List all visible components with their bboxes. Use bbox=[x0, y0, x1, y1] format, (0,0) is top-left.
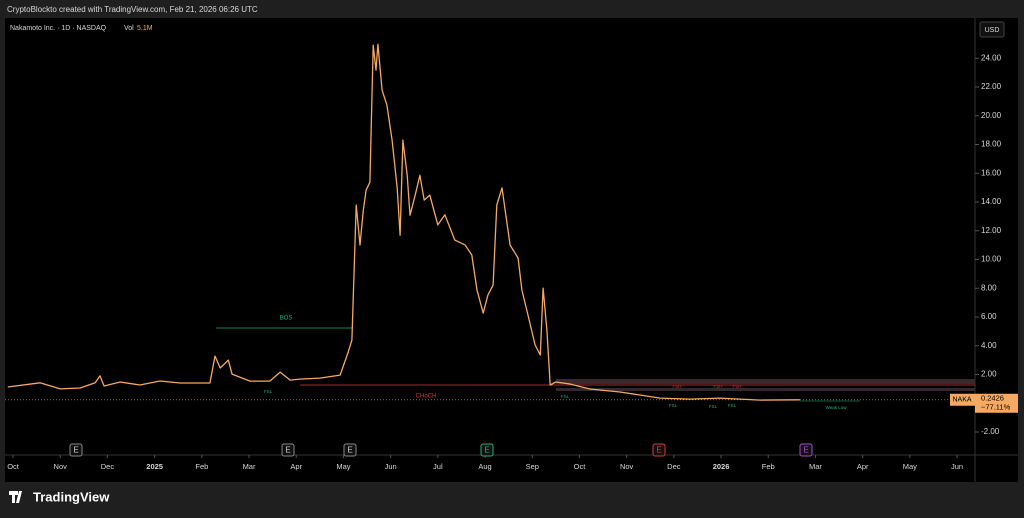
currency-box[interactable] bbox=[979, 21, 1005, 38]
event-label: E bbox=[285, 446, 290, 455]
brand-logo bbox=[9, 491, 22, 503]
y-tick-label: 2.00 bbox=[981, 370, 997, 379]
price-label-symbol: NAKA bbox=[952, 397, 971, 404]
price-label-change: −77.11% bbox=[981, 403, 1011, 412]
event-marker bbox=[652, 443, 666, 457]
y-tick-label: 24.00 bbox=[981, 53, 1002, 62]
x-tick-label: Mar bbox=[243, 462, 256, 471]
volume-label: Vol bbox=[124, 25, 134, 32]
event-marker bbox=[480, 443, 494, 457]
x-tick-label: Mar bbox=[809, 462, 822, 471]
chart-panel bbox=[5, 18, 1018, 482]
annotation: CHoCH bbox=[416, 394, 437, 400]
y-tick-label: 18.00 bbox=[981, 140, 1002, 149]
annotation: FSL bbox=[264, 389, 273, 394]
y-tick-label: 8.00 bbox=[981, 283, 997, 292]
x-tick-label: Feb bbox=[195, 462, 208, 471]
annotation: FSL bbox=[669, 403, 678, 408]
event-marker bbox=[343, 443, 357, 457]
event-marker bbox=[799, 443, 813, 457]
x-tick-label: Oct bbox=[7, 462, 20, 471]
event-label: E bbox=[803, 446, 808, 455]
x-tick-label: Jun bbox=[951, 462, 963, 471]
x-tick-label: 2025 bbox=[146, 462, 163, 471]
legend-name: Nakamoto Inc. · 1D · NASDAQ bbox=[10, 25, 107, 32]
event-marker bbox=[69, 443, 83, 457]
y-tick-label: 6.00 bbox=[981, 312, 997, 321]
x-tick-label: Apr bbox=[857, 462, 869, 471]
x-tick-label: Feb bbox=[762, 462, 775, 471]
price-label-value: 0.2426 bbox=[981, 394, 1004, 403]
price-label-symbol-bg bbox=[950, 393, 975, 406]
x-tick-label: Jun bbox=[385, 462, 397, 471]
annotation: FSH bbox=[714, 384, 723, 389]
x-tick-label: Apr bbox=[290, 462, 302, 471]
header: CryptoBlockto created with TradingView.c… bbox=[7, 5, 258, 14]
annotation: FSL bbox=[728, 403, 737, 408]
volume-value: 5.1M bbox=[137, 25, 153, 32]
x-tick-label: Jul bbox=[433, 462, 443, 471]
annotation: BOS bbox=[280, 316, 293, 322]
x-tick-label: Nov bbox=[620, 462, 634, 471]
x-tick-label: Oct bbox=[574, 462, 587, 471]
y-tick-label: 4.00 bbox=[981, 341, 997, 350]
event-marker bbox=[281, 443, 295, 457]
annotation: FSL bbox=[709, 404, 718, 409]
x-tick-label: May bbox=[903, 462, 917, 471]
event-label: E bbox=[656, 446, 661, 455]
y-tick-label: 22.00 bbox=[981, 82, 1002, 91]
price-series bbox=[7, 43, 800, 401]
x-tick-label: Sep bbox=[526, 462, 539, 471]
currency: USD bbox=[985, 27, 1000, 34]
annotation: FSH bbox=[673, 384, 682, 389]
annotation: FSL bbox=[561, 394, 570, 399]
price-label-bg bbox=[975, 393, 1018, 413]
annotation: FSH bbox=[733, 384, 742, 389]
y-tick-label: 20.00 bbox=[981, 111, 1002, 120]
y-tick-label: 10.00 bbox=[981, 255, 1002, 264]
event-label: E bbox=[73, 446, 78, 455]
y-tick-label: 12.00 bbox=[981, 226, 1002, 235]
x-tick-label: 2026 bbox=[713, 462, 730, 471]
brand: TradingView bbox=[9, 489, 110, 504]
x-tick-label: Dec bbox=[101, 462, 115, 471]
event-label: E bbox=[484, 446, 489, 455]
fsh-zone bbox=[556, 388, 975, 391]
annotation: Weak Low bbox=[826, 405, 848, 410]
x-tick-label: Aug bbox=[478, 462, 491, 471]
x-tick-label: Nov bbox=[54, 462, 68, 471]
fsh-zone bbox=[556, 379, 975, 384]
y-tick-label: 14.00 bbox=[981, 197, 1002, 206]
x-tick-label: Dec bbox=[667, 462, 681, 471]
y-tick-label: 16.00 bbox=[981, 168, 1002, 177]
y-tick-label: -2.00 bbox=[981, 427, 1000, 436]
event-label: E bbox=[347, 446, 352, 455]
x-tick-label: May bbox=[336, 462, 350, 471]
brand-text: TradingView bbox=[33, 489, 110, 504]
